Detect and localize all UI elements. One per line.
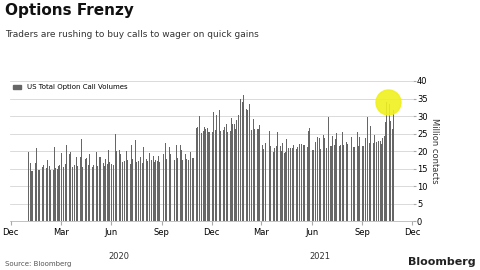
Text: 2021: 2021 [309, 252, 330, 261]
Text: 2020: 2020 [108, 252, 129, 261]
Text: Source: Bloomberg: Source: Bloomberg [5, 261, 71, 267]
Text: Bloomberg: Bloomberg [408, 257, 475, 267]
Text: Traders are rushing to buy calls to wager on quick gains: Traders are rushing to buy calls to wage… [5, 30, 259, 39]
Y-axis label: Million contacts: Million contacts [430, 118, 439, 184]
Legend: US Total Option Call Volumes: US Total Option Call Volumes [13, 85, 128, 90]
Text: Options Frenzy: Options Frenzy [5, 3, 133, 18]
